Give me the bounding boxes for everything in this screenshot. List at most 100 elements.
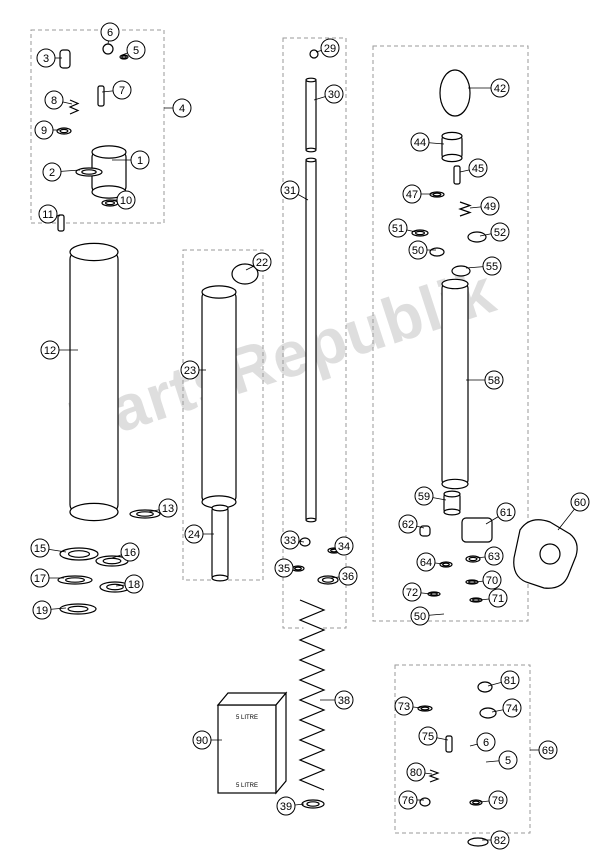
part-80-spring [430,770,438,782]
callout-number-4: 4 [179,103,185,115]
part-70-shim [469,581,476,583]
callout-number-63: 63 [488,551,500,563]
callout-number-60: 60 [574,497,586,509]
part-49-spring-small [460,202,470,216]
callout-number-44: 44 [414,137,426,149]
callout-number-64: 64 [420,557,432,569]
part-75-needle [446,736,452,752]
callout-number-69: 69 [542,745,554,757]
callout-number-82: 82 [494,835,506,847]
part-17-washer [66,578,85,582]
callout-number-74: 74 [506,703,518,715]
callout-number-79: 79 [492,795,504,807]
part-31-damper-rod [306,518,316,522]
callout-number-59: 59 [418,491,430,503]
oil-can-label-top: 5 LITRE [236,715,258,721]
part-19-snap-ring [68,606,88,612]
callout-number-71: 71 [492,593,504,605]
callout-number-15: 15 [34,543,46,555]
part-30-upper-rod [306,78,316,82]
callout-number-24: 24 [188,529,200,541]
callout-number-8: 8 [51,95,57,107]
callout-number-72: 72 [406,587,418,599]
part-12-outer-tube [70,503,118,520]
part-42-top-cap [440,70,470,116]
callout-number-50: 50 [414,611,426,623]
part-73-washer [421,707,429,710]
callout-number-13: 13 [162,503,174,515]
part-61-bridge [462,518,492,542]
callout-number-51: 51 [392,223,404,235]
callout-number-9: 9 [41,125,47,137]
callout-number-55: 55 [486,261,498,273]
callout-number-17: 17 [34,573,46,585]
part-30-upper-rod [306,148,316,152]
part-76-nut [420,798,430,806]
callout-number-3: 3 [43,53,49,65]
part-51-ring [416,231,425,234]
callout-number-47: 47 [406,189,418,201]
callout-number-45: 45 [472,163,484,175]
part-23-inner-tube [202,292,236,502]
callout-number-23: 23 [184,365,196,377]
part-50-check-valve [430,248,444,256]
exploded-diagram: PartsRepublik 5 LITRE5 LITRE123456789101… [0,0,612,865]
callout-number-31: 31 [284,185,296,197]
part-16-oil-seal [103,558,121,564]
part-6-adjuster [103,44,113,54]
part-9-seat [60,129,68,132]
callout-number-30: 30 [328,89,340,101]
part-23-inner-tube [202,286,236,298]
callout-number-39: 39 [280,801,292,813]
part-3-screw [60,50,70,68]
callout-number-90: 90 [196,735,208,747]
callout-number-29: 29 [324,43,336,55]
callout-number-58: 58 [488,375,500,387]
callout-number-70: 70 [486,575,498,587]
part-60-axle-lug [540,544,560,564]
part-90-oil-can [218,693,286,705]
part-90-oil-can [276,693,286,793]
part-81-cap [478,682,492,692]
part-58-cartridge-tube [442,479,468,488]
part-1-cartridge-cap [92,146,126,158]
part-63-seal [469,557,477,560]
callout-number-33: 33 [284,535,296,547]
callout-number-5: 5 [133,45,139,57]
part-64-washer [443,563,450,566]
part-13-circlip [137,512,154,516]
callout-number-12: 12 [44,345,56,357]
callout-number-62: 62 [402,519,414,531]
callout-number-36: 36 [342,571,354,583]
callout-number-11: 11 [42,209,53,221]
callout-number-80: 80 [410,767,422,779]
part-71-shim [473,599,480,601]
part-24-piston-rod [212,575,228,581]
callout-number-61: 61 [500,507,512,519]
group-box-box-69 [395,665,530,833]
callout-number-34: 34 [338,541,350,553]
part-15-dust-seal [69,551,90,558]
callout-number-35: 35 [278,563,290,575]
part-74-piston [480,708,496,718]
diagram-svg: 5 LITRE5 LITRE12345678910111213151617181… [0,0,612,865]
callout-number-38: 38 [338,695,350,707]
callout-number-50: 50 [412,245,424,257]
part-8-spring-small [70,100,78,114]
part-45-pin [454,166,460,184]
part-58-cartridge-tube [442,279,468,288]
part-52-piston [468,232,486,242]
part-12-outer-tube [70,243,118,260]
part-79-seat [473,801,480,804]
part-38-main-spring [300,600,324,790]
part-10-washer [106,201,115,204]
part-36-o-ring-pair [323,578,334,582]
callout-number-16: 16 [124,547,136,559]
callout-number-7: 7 [119,85,125,97]
callout-number-6: 6 [483,737,489,749]
part-82-plug [468,838,488,846]
callout-number-5: 5 [505,755,511,767]
part-5-o-ring-small [122,56,126,58]
callout-number-73: 73 [398,701,410,713]
part-24-piston-rod [212,505,228,511]
